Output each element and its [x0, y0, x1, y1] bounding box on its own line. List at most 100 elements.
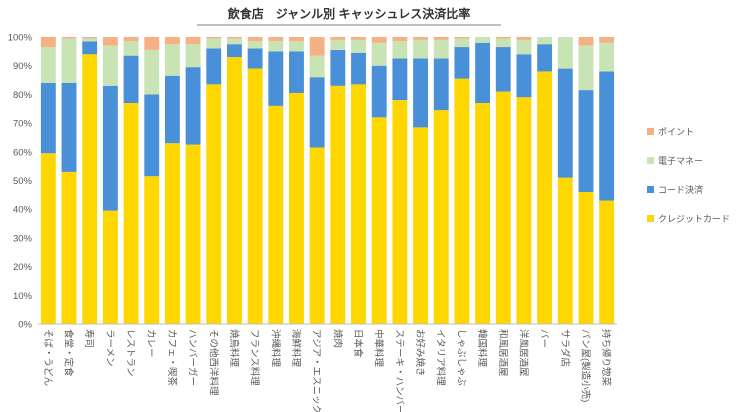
bar-segment-2: [206, 48, 222, 85]
bar-segment-1: [123, 103, 139, 324]
bar-segment-1: [599, 200, 615, 324]
bar-segment-2: [413, 58, 428, 128]
x-category-label: しゃぶしゃぶ: [455, 329, 466, 387]
bar-segment-4: [40, 37, 56, 48]
bar-segment-4: [247, 37, 263, 42]
x-category-label: 沖縄料理: [269, 329, 281, 368]
bars-layer: [40, 37, 615, 325]
bar-segment-4: [123, 37, 139, 42]
bar-segment-3: [123, 41, 139, 56]
bar-segment-3: [227, 38, 242, 45]
bar-segment-4: [578, 37, 594, 46]
bar-segment-3: [309, 55, 325, 78]
bar-segment-3: [82, 38, 98, 42]
bar-segment-4: [413, 37, 428, 40]
x-category-label: ハンバーガー: [187, 329, 198, 386]
x-category-label: 和風居酒屋: [497, 329, 508, 377]
bar-segment-2: [495, 47, 511, 92]
bar-segment-4: [392, 37, 408, 42]
x-category-label: アジア・エスニック: [311, 329, 322, 412]
x-category-label: 焼鳥料理: [228, 329, 240, 368]
bar-segment-3: [371, 42, 387, 66]
bar-segment-2: [227, 44, 242, 58]
bar-segment-3: [164, 44, 180, 76]
bar-segment-4: [351, 37, 366, 40]
bar-segment-1: [102, 210, 118, 324]
bar-segment-3: [102, 45, 118, 86]
bar-segment-1: [495, 91, 511, 324]
bar-segment-2: [82, 41, 98, 55]
bar-segment-1: [61, 171, 77, 324]
bar-segment-2: [268, 51, 284, 106]
bar-segment-2: [371, 65, 387, 118]
bar-segment-4: [102, 37, 118, 46]
y-tick-label: 60%: [13, 147, 33, 158]
bar-segment-2: [164, 75, 180, 144]
bar-segment-1: [537, 71, 553, 324]
bar-segment-2: [454, 47, 470, 79]
bar-segment-4: [227, 37, 242, 39]
bar-segment-3: [247, 41, 263, 49]
bar-segment-4: [599, 37, 615, 43]
bar-segment-2: [247, 48, 263, 69]
x-category-label: ラーメン: [104, 329, 115, 367]
y-tick-label: 30%: [13, 233, 33, 244]
bar-segment-3: [289, 41, 304, 52]
x-category-label: 食堂・定食: [63, 329, 75, 377]
bar-segment-1: [433, 110, 449, 324]
x-category-label: 洋風居酒屋: [517, 329, 529, 377]
bar-segment-2: [330, 49, 346, 86]
bar-segment-3: [61, 38, 77, 83]
x-category-label: レストラン: [125, 329, 136, 377]
bar-segment-2: [144, 94, 160, 177]
bar-segment-4: [268, 37, 284, 42]
bar-segment-3: [40, 47, 56, 83]
bar-segment-2: [578, 90, 594, 192]
bar-segment-3: [392, 41, 408, 59]
chart-title: 飲食店 ジャンル別 キャッシュレス決済比率: [227, 6, 471, 21]
legend-swatch: [647, 128, 654, 135]
bar-segment-4: [61, 37, 77, 39]
bar-segment-1: [351, 84, 366, 324]
bar-segment-1: [227, 57, 242, 325]
bar-segment-2: [475, 42, 491, 104]
bar-segment-2: [557, 68, 573, 178]
x-category-label: 韓国料理: [476, 329, 488, 368]
bar-segment-1: [164, 143, 180, 324]
bar-segment-3: [599, 42, 615, 72]
bar-segment-2: [40, 82, 56, 154]
y-tick-label: 40%: [13, 205, 33, 216]
bar-segment-3: [495, 38, 511, 48]
x-category-label: 中華料理: [373, 329, 385, 368]
bar-segment-4: [330, 37, 346, 40]
x-category-label: お好み焼き: [414, 329, 426, 377]
y-tick-label: 70%: [13, 119, 33, 130]
bar-segment-2: [102, 85, 118, 211]
legend-label: コード決済: [658, 184, 703, 195]
x-category-label: カフェ・喫茶: [166, 329, 178, 387]
bar-segment-4: [289, 37, 304, 42]
bar-segment-2: [599, 71, 615, 201]
bar-segment-2: [433, 58, 449, 111]
legend-label: クレジットカード: [658, 214, 730, 224]
y-tick-label: 0%: [18, 320, 32, 331]
x-category-label: 日本食: [352, 329, 364, 358]
bar-segment-1: [309, 147, 325, 324]
x-category-label: ステーキ・ハンバーグ: [393, 329, 405, 412]
y-tick-label: 20%: [13, 262, 33, 273]
bar-segment-1: [144, 176, 160, 324]
bar-segment-1: [557, 177, 573, 324]
bar-segment-3: [413, 39, 428, 59]
bar-segment-4: [433, 37, 449, 40]
bar-segment-3: [475, 37, 491, 43]
bar-segment-4: [516, 37, 532, 40]
bar-segment-1: [475, 103, 491, 324]
x-category-label: そば・うどん: [42, 329, 53, 386]
bar-segment-3: [144, 49, 160, 95]
bar-segment-1: [82, 54, 98, 324]
bar-segment-4: [82, 37, 98, 39]
x-category-label: 持ち帰り惣菜: [600, 329, 612, 387]
bar-segment-4: [206, 37, 222, 39]
x-category-label: カレー: [145, 329, 156, 358]
